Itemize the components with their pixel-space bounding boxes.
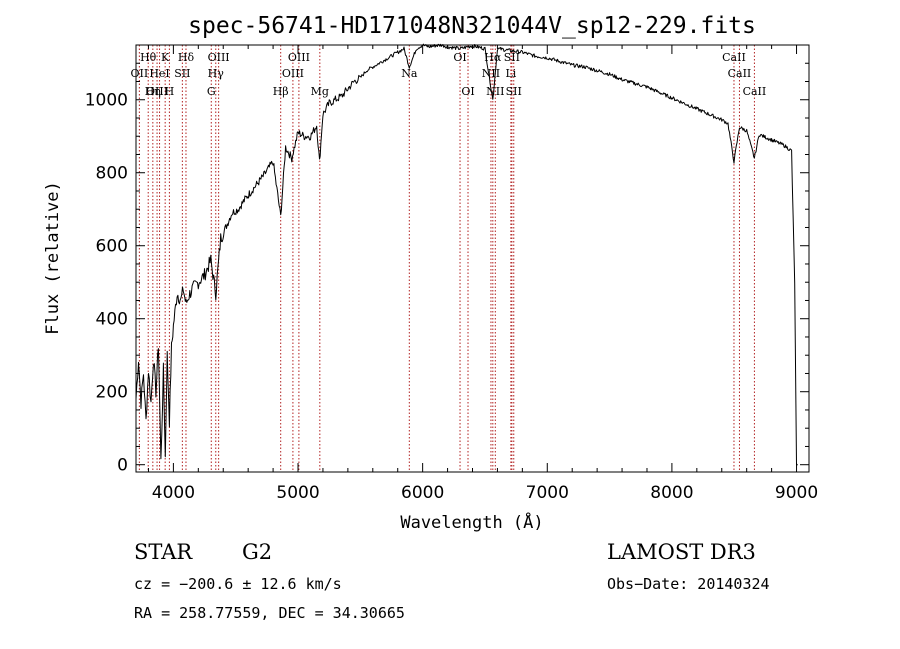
y-tick-label-4: 800 xyxy=(96,164,128,184)
emission-label-7: Hδ xyxy=(178,51,195,64)
emission-label-18: OI xyxy=(461,85,474,98)
emission-label-4: HeI xyxy=(149,67,169,80)
x-tick-label-4: 8000 xyxy=(650,483,693,503)
emission-label-23: NII xyxy=(486,85,504,98)
axis-ticks: 4000 5000 6000 7000 8000 9000 0 200 400 600 800 100… xyxy=(85,45,818,503)
y-tick-label-0: 0 xyxy=(117,456,128,476)
emission-label-11: G xyxy=(207,85,216,98)
y-axis-label: Flux (relative) xyxy=(43,181,63,335)
chart-title: spec-56741-HD171048N321044V_sp12-229.fit… xyxy=(188,13,756,39)
emission-label-24: SII xyxy=(506,85,522,98)
emission-label-17: OI xyxy=(453,51,466,64)
observation-date: Obs−Date: 20140324 xyxy=(607,575,770,593)
redshift-velocity: cz = −200.6 ± 12.6 km/s xyxy=(134,575,342,593)
emission-label-5: Hη xyxy=(145,85,161,98)
x-axis-label: Wavelength (Å) xyxy=(400,511,543,533)
object-subclass: G2 xyxy=(242,540,273,564)
spectrum-series-group xyxy=(135,43,798,466)
x-tick-label-0: 4000 xyxy=(152,483,195,503)
emission-line-markers xyxy=(138,45,755,472)
survey-name: LAMOST DR3 xyxy=(607,540,756,564)
x-tick-label-5: 9000 xyxy=(775,483,818,503)
emission-label-1: OII xyxy=(131,67,149,80)
spectrum-series-0 xyxy=(135,43,798,466)
x-tick-label-1: 5000 xyxy=(276,483,319,503)
object-class: STAR xyxy=(134,540,193,564)
emission-label-12: Hβ xyxy=(273,85,289,98)
emission-label-9: OIII xyxy=(208,51,230,64)
plot-frame xyxy=(135,44,810,473)
y-tick-label-2: 400 xyxy=(96,310,128,330)
emission-label-3: K xyxy=(161,51,170,64)
y-tick-label-1: 200 xyxy=(96,383,128,403)
emission-label-13: OIII xyxy=(288,51,310,64)
y-tick-label-3: 600 xyxy=(96,237,128,257)
emission-label-25: CaII xyxy=(722,51,746,64)
emission-label-21: NII xyxy=(482,67,500,80)
emission-label-20: SII xyxy=(504,51,520,64)
emission-label-26: CaII xyxy=(728,67,752,80)
emission-label-10: Hγ xyxy=(208,67,225,80)
emission-label-8: SII xyxy=(174,67,190,80)
emission-label-27: CaII xyxy=(743,85,767,98)
emission-label-15: Mg xyxy=(311,85,329,98)
emission-label-16: Na xyxy=(401,67,418,80)
emission-label-0: Hθ xyxy=(140,51,157,64)
x-tick-label-3: 7000 xyxy=(526,483,569,503)
emission-label-6: H xyxy=(165,85,175,98)
emission-line-labels: Hθ OII OIII K HeI Hη H Hδ SII OIII Hγ G Hβ OIII OIII Mg… xyxy=(131,51,767,98)
y-tick-label-5: 1000 xyxy=(85,91,128,111)
emission-label-22: Li xyxy=(505,67,516,80)
emission-label-2: OIII xyxy=(146,85,168,98)
x-tick-label-2: 6000 xyxy=(401,483,444,503)
sky-coordinates: RA = 258.77559, DEC = 34.30665 xyxy=(134,604,405,622)
emission-label-14: OIII xyxy=(282,67,304,80)
